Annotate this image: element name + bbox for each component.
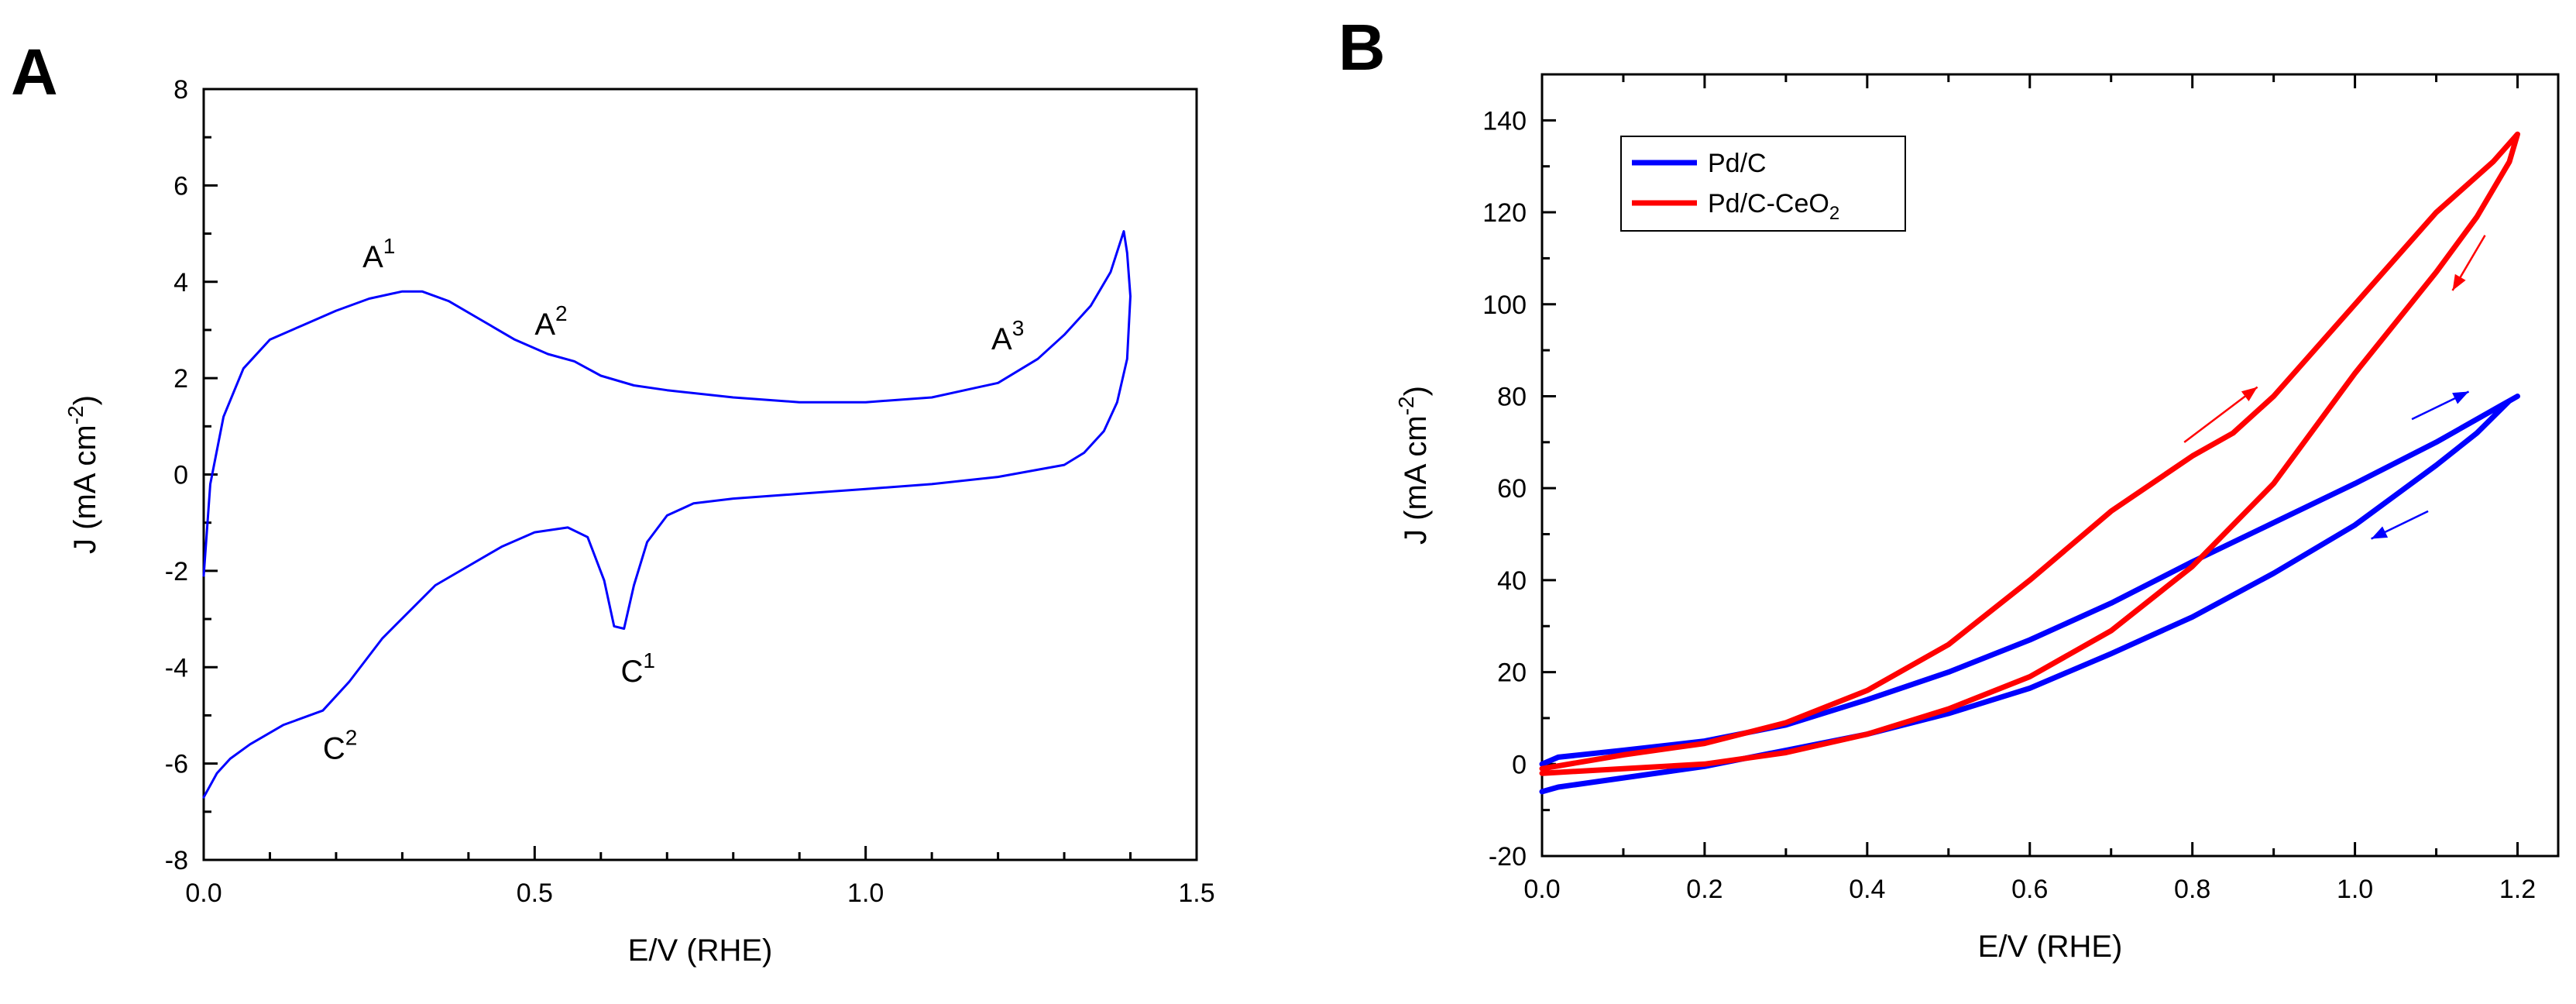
panel-b-series-pd-c	[1539, 394, 2520, 795]
panel-b-x-tick-label: 0.0	[1523, 875, 1560, 904]
panel-a-peak-label-a1: A1	[362, 234, 395, 274]
panel-b-direction-arrowhead	[2371, 526, 2389, 539]
panel-b-x-tick-label: 0.2	[1686, 875, 1722, 904]
panel-a-y-tick-label: -4	[165, 653, 188, 683]
panel-b-y-tick-label: 60	[1497, 474, 1527, 504]
panel-a-peak-label-a3: A3	[991, 316, 1024, 356]
panel-b-y-axis-title: J (mA cm-2)	[1394, 386, 1433, 545]
panel-b-y-tick-label: 140	[1482, 106, 1527, 136]
panel-a-x-tick-label: 0.0	[185, 878, 222, 908]
panel-b-y-tick-label: -20	[1489, 842, 1527, 872]
panel-b-x-tick-label: 1.0	[2337, 875, 2373, 904]
panel-b-legend-label: Pd/C-CeO2	[1708, 189, 1839, 224]
chart-panel-a: 0.0 0.5 1.0 1.5 -8 -6 -4 -2 0 2 4 6 8 E/V (RHE) J (mA …	[64, 75, 1215, 968]
panel-b-series-pd-c-ceo2	[1539, 131, 2520, 776]
panel-a-y-tick-label: 6	[173, 171, 188, 201]
panel-b-y-tick-label: 120	[1482, 198, 1527, 228]
panel-a-peak-label-c1: C1	[620, 648, 654, 689]
panel-b-x-tick-label: 0.8	[2174, 875, 2210, 904]
panel-b-legend-label: Pd/C	[1708, 149, 1767, 178]
panel-a-peak-label-c2: C2	[323, 725, 357, 765]
panel-b-y-tick-label: 20	[1497, 658, 1527, 688]
panel-label-b: B	[1338, 11, 1386, 84]
panel-b-x-tick-label: 0.4	[1849, 875, 1885, 904]
panel-a-y-tick-label: 8	[173, 75, 188, 105]
panel-a-series-cv	[202, 230, 1132, 799]
panel-b-y-tick-label: 80	[1497, 382, 1527, 411]
panel-b-x-tick-label: 0.6	[2011, 875, 2048, 904]
panel-b-x-tick-label: 1.2	[2499, 875, 2536, 904]
panel-a-y-tick-label: 4	[173, 268, 188, 297]
panel-a-x-axis-title: E/V (RHE)	[628, 934, 773, 968]
panel-a-y-tick-label: -2	[165, 557, 188, 586]
chart-panel-b: 0.0 0.2 0.4 0.6 0.8 1.0 1.2 -20 0 20 40 60 80 100 120 1…	[1394, 73, 2560, 964]
panel-a-x-tick-label: 1.0	[847, 878, 884, 908]
panel-b-y-tick-label: 100	[1482, 291, 1527, 320]
panel-b-y-tick-label: 0	[1512, 750, 1527, 779]
panel-a-x-tick-label: 1.5	[1178, 878, 1214, 908]
panel-a-peak-label-a2: A2	[534, 301, 567, 342]
panel-a-y-tick-label: -6	[165, 750, 188, 779]
panel-a-x-tick-label: 0.5	[517, 878, 553, 908]
panel-b-x-axis-title: E/V (RHE)	[1978, 930, 2123, 964]
panel-a-y-tick-label: 0	[173, 461, 188, 490]
panel-a-y-tick-label: -8	[165, 846, 188, 875]
panel-b-legend-box	[1620, 136, 1906, 232]
panel-a-y-tick-label: 2	[173, 364, 188, 394]
panel-b-direction-arrowhead	[2452, 391, 2469, 404]
panel-b-direction-arrowhead	[2241, 387, 2258, 401]
panel-b-plot-frame	[1540, 73, 2560, 858]
panel-b-direction-arrowhead	[2452, 273, 2466, 291]
panel-label-a: A	[11, 36, 58, 108]
panel-b-y-tick-label: 40	[1497, 566, 1527, 596]
panel-a-y-axis-title: J (mA cm-2)	[64, 395, 102, 554]
